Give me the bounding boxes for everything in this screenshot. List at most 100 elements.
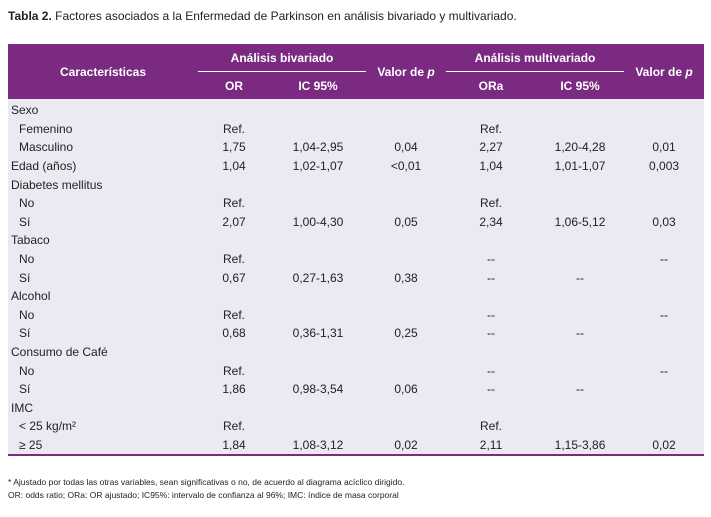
cell-p-value: 0,02 [366, 435, 447, 457]
cell-p-value [366, 306, 446, 325]
table-row: No Ref. -- -- [8, 306, 704, 325]
table-row: Sexo [8, 99, 704, 120]
table-row: Masculino 1,75 1,04-2,95 0,04 2,27 1,20-4,28 0… [8, 138, 704, 157]
cell-p-value [366, 399, 446, 418]
cell-ic95: 1,02-1,07 [292, 159, 344, 174]
cell-ic95 [270, 306, 366, 325]
table-row: No Ref. -- -- [8, 361, 704, 380]
cell-p-value: 0,04 [394, 140, 418, 155]
cell-ic95 [270, 120, 366, 139]
cell-ora: 1,04 [479, 159, 503, 174]
cell-ora: 2,11 [446, 435, 537, 457]
cell-ora [446, 175, 536, 194]
cell-ora: Ref. [480, 121, 503, 136]
table-row: IMC [8, 399, 704, 418]
cell-ic95-adjusted [536, 399, 624, 418]
cell-ic95 [270, 231, 366, 250]
footnote-adjusted: * Ajustado por todas las otras variables… [8, 477, 405, 487]
table-row: Tabaco [8, 231, 704, 250]
cell-p-value-adjusted [624, 99, 704, 120]
cell-characteristic: Sí [19, 326, 31, 341]
cell-characteristic: Tabaco [11, 233, 50, 248]
cell-p-value-adjusted [624, 399, 704, 418]
table-row: Femenino Ref. Ref. [8, 120, 704, 139]
cell-p-value-adjusted [624, 324, 704, 343]
cell-or [198, 175, 270, 194]
cell-ic95-adjusted [536, 99, 624, 120]
cell-characteristic: No [19, 252, 35, 267]
cell-ora [446, 399, 536, 418]
header-p-value-multivariate: Valor de p [624, 44, 705, 99]
cell-p-value [366, 287, 446, 306]
cell-p-value-adjusted [624, 287, 704, 306]
cell-ic95-adjusted [536, 417, 624, 436]
cell-ic95: 1,08-3,12 [270, 435, 367, 457]
cell-p-value-adjusted: 0,003 [649, 159, 680, 174]
cell-ic95: 0,27-1,63 [292, 270, 344, 285]
cell-p-value [366, 120, 446, 139]
results-table: Características Análisis bivariado Valor… [8, 44, 705, 457]
footnote-abbreviations: OR: odds ratio; ORa: OR ajustado; IC95%:… [8, 490, 399, 500]
table-row: Consumo de Café [8, 343, 704, 362]
cell-characteristic: Diabetes mellitus [11, 177, 103, 192]
cell-or: Ref. [222, 252, 245, 267]
header-characteristics: Características [8, 44, 198, 99]
cell-p-value: 0,25 [394, 326, 418, 341]
cell-p-value: 0,06 [394, 382, 418, 397]
cell-ora: -- [487, 382, 496, 397]
cell-p-value-adjusted: -- [660, 363, 669, 378]
cell-ora: Ref. [480, 196, 503, 211]
cell-ora: -- [487, 363, 496, 378]
cell-characteristic: No [19, 196, 35, 211]
cell-characteristic: No [19, 307, 35, 322]
header-ic95-bivariate: IC 95% [270, 71, 367, 99]
cell-ic95: 1,04-2,95 [292, 140, 344, 155]
cell-p-value [366, 250, 446, 269]
cell-p-value [366, 417, 446, 436]
cell-characteristic: Masculino [19, 140, 74, 155]
cell-ora: -- [487, 307, 496, 322]
cell-or: Ref. [222, 419, 245, 434]
cell-or: Ref. [222, 363, 245, 378]
cell-p-value [366, 194, 446, 213]
cell-p-value-adjusted [624, 380, 704, 399]
cell-ic95-adjusted [536, 343, 624, 362]
cell-ic95-adjusted: -- [576, 270, 585, 285]
cell-p-value: <0,01 [390, 159, 422, 174]
cell-p-value-adjusted [624, 417, 704, 436]
cell-ora [446, 99, 536, 120]
cell-ic95 [270, 99, 366, 120]
caption-text: Factores asociados a la Enfermedad de Pa… [51, 9, 517, 23]
cell-p-value-adjusted [624, 268, 704, 287]
header-ic95-multivariate: IC 95% [536, 71, 625, 99]
cell-ora: 2,34 [479, 214, 503, 229]
cell-ic95 [270, 343, 366, 362]
cell-p-value-adjusted: 0,03 [652, 214, 676, 229]
table-row: < 25 kg/m² Ref. Ref. [8, 417, 704, 436]
cell-ic95-adjusted [536, 306, 624, 325]
cell-characteristic: Femenino [19, 121, 73, 136]
cell-ic95-adjusted: 1,20-4,28 [554, 140, 606, 155]
cell-ora: -- [487, 252, 496, 267]
cell-or [198, 287, 270, 306]
cell-p-value [366, 99, 446, 120]
table-header: Características Análisis bivariado Valor… [8, 44, 705, 99]
cell-or: 0,68 [222, 326, 246, 341]
cell-ic95: 1,00-4,30 [292, 214, 344, 229]
table-caption: Tabla 2. Factores asociados a la Enferme… [8, 9, 517, 23]
cell-or [198, 343, 270, 362]
table-row: Alcohol [8, 287, 704, 306]
cell-or: 1,86 [222, 382, 246, 397]
cell-p-value-adjusted: -- [660, 307, 669, 322]
cell-ora: -- [487, 270, 496, 285]
cell-p-value-adjusted [624, 194, 704, 213]
cell-ic95 [270, 399, 366, 418]
cell-or [198, 99, 270, 120]
table-row: Sí 0,67 0,27-1,63 0,38 -- -- [8, 268, 704, 287]
table-row: Sí 0,68 0,36-1,31 0,25 -- -- [8, 324, 704, 343]
cell-characteristic: < 25 kg/m² [19, 419, 77, 434]
header-multivariate: Análisis multivariado [446, 44, 625, 72]
cell-characteristic: No [19, 363, 35, 378]
header-ora: ORa [446, 71, 537, 99]
cell-ora [446, 343, 536, 362]
